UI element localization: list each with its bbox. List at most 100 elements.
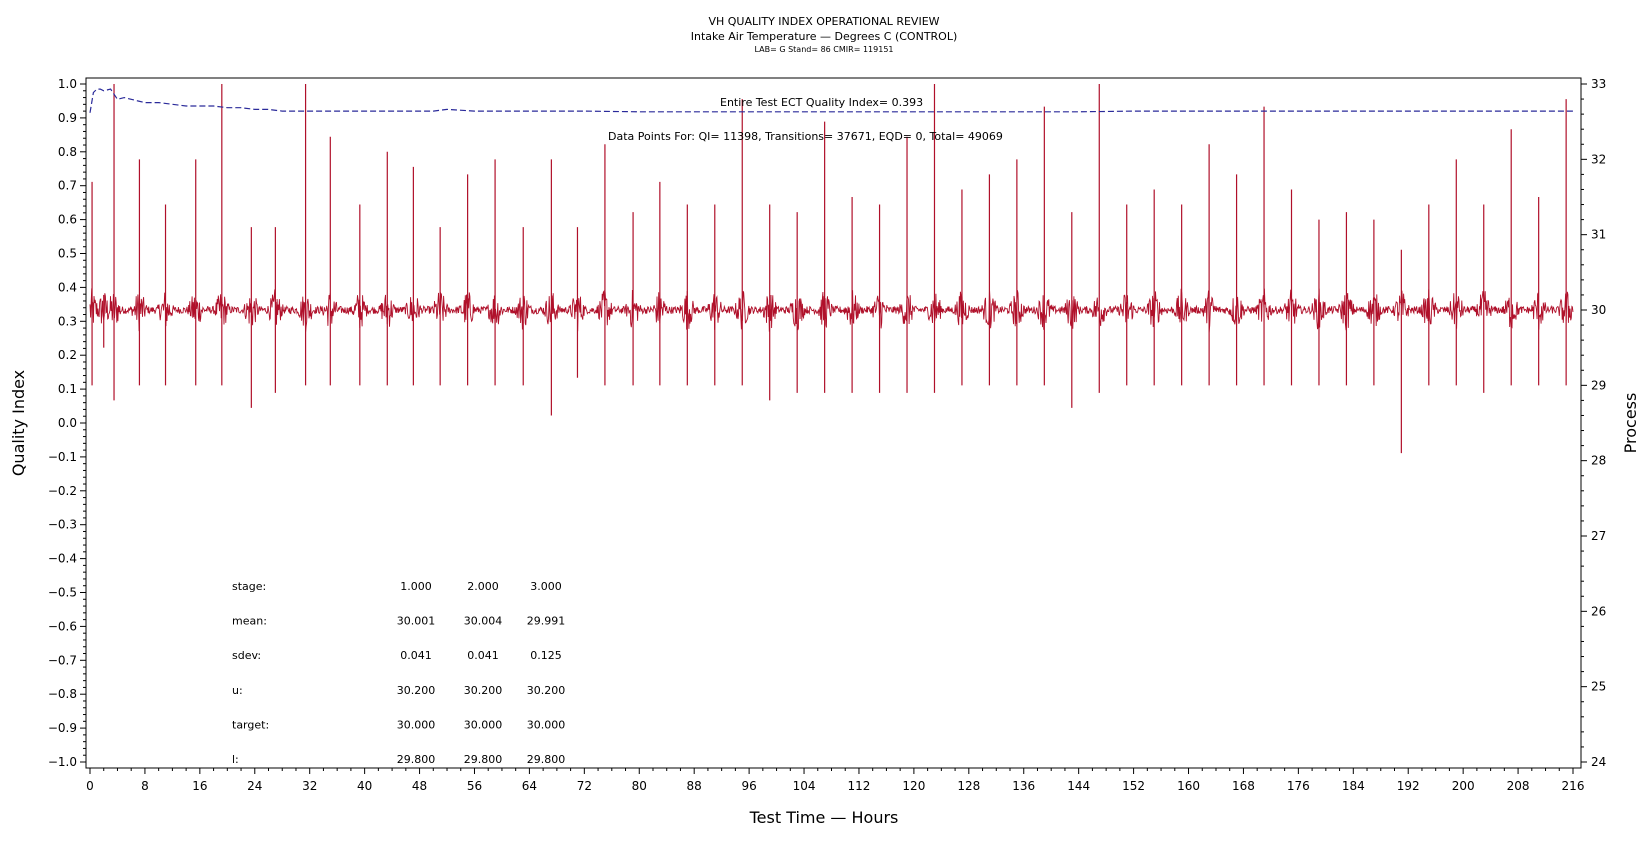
y-tick-label: 0.7	[58, 179, 77, 193]
y-tick-label: 0.9	[58, 111, 77, 125]
x-tick-label: 16	[192, 779, 207, 793]
x-axis: 0 8 16 24 32 40 48 56 64 72 80 88 96 104 112 120 128 136 1…	[86, 768, 1584, 793]
y-tick-label: 0.8	[58, 145, 77, 159]
x-tick-label: 168	[1232, 779, 1255, 793]
y-tick-label: 1.0	[58, 77, 77, 91]
y-tick-label: −1.0	[48, 755, 77, 769]
stats-row-label: target:	[232, 718, 269, 731]
stats-cell: 29.800	[397, 753, 436, 766]
stats-cell: 0.125	[530, 649, 562, 662]
x-axis-label: Test Time — Hours	[749, 808, 899, 827]
stats-cell: 30.200	[397, 684, 436, 697]
y-tick-label: −0.4	[48, 552, 77, 566]
x-tick-label: 96	[741, 779, 756, 793]
x-tick-label: 176	[1287, 779, 1310, 793]
y2-tick-label: 32	[1591, 152, 1606, 166]
y-tick-label: 0.6	[58, 213, 77, 227]
stats-row-label: mean:	[232, 615, 267, 628]
x-tick-label: 72	[577, 779, 592, 793]
y-tick-label: −0.9	[48, 721, 77, 735]
y2-tick-label: 33	[1591, 77, 1606, 91]
x-tick-label: 80	[632, 779, 647, 793]
stats-table: stage: 1.000 2.000 3.000 mean: 30.001 30.004 29…	[232, 580, 565, 766]
x-tick-label: 40	[357, 779, 372, 793]
y2-tick-label: 25	[1591, 680, 1606, 694]
stats-cell: 0.041	[400, 649, 432, 662]
x-tick-label: 88	[687, 779, 702, 793]
x-tick-label: 208	[1507, 779, 1530, 793]
y2-axis-label: Process	[1621, 393, 1640, 454]
x-tick-label: 184	[1342, 779, 1365, 793]
quality-index-line	[89, 88, 1573, 113]
y-axis-right: 33 32 31 30 29 28 27 26 25 24	[1581, 77, 1606, 769]
y-tick-label: −0.8	[48, 687, 77, 701]
y2-tick-label: 30	[1591, 303, 1606, 317]
x-tick-label: 136	[1012, 779, 1035, 793]
y2-tick-label: 29	[1591, 378, 1606, 392]
x-tick-label: 32	[302, 779, 317, 793]
x-tick-label: 56	[467, 779, 482, 793]
x-tick-label: 144	[1067, 779, 1090, 793]
chart-subtitle: Intake Air Temperature — Degrees C (CONT…	[691, 30, 958, 43]
x-tick-label: 128	[957, 779, 980, 793]
chart-title: VH QUALITY INDEX OPERATIONAL REVIEW	[708, 15, 939, 28]
x-tick-label: 104	[793, 779, 816, 793]
stats-cell: 30.001	[397, 615, 436, 628]
stats-cell: 0.041	[467, 649, 499, 662]
quality-index-series	[89, 88, 1573, 113]
y2-tick-label: 27	[1591, 529, 1606, 543]
x-tick-label: 152	[1122, 779, 1145, 793]
stats-cell: 30.000	[527, 718, 566, 731]
data-points-annotation: Data Points For: QI= 11398, Transitions=…	[608, 130, 1003, 143]
stats-row-label: stage:	[232, 580, 266, 593]
y-tick-label: −0.6	[48, 619, 77, 633]
x-tick-label: 0	[86, 779, 94, 793]
stats-cell: 1.000	[400, 580, 432, 593]
y-tick-label: 0.0	[58, 416, 77, 430]
stats-cell: 29.991	[527, 615, 566, 628]
x-tick-label: 160	[1177, 779, 1200, 793]
qi-annotation: Entire Test ECT Quality Index= 0.393	[720, 96, 923, 109]
x-tick-label: 8	[141, 779, 149, 793]
stats-row-label: sdev:	[232, 649, 261, 662]
stats-cell: 30.004	[464, 615, 503, 628]
x-tick-label: 48	[412, 779, 427, 793]
y-tick-label: 0.4	[58, 280, 77, 294]
y2-tick-label: 26	[1591, 604, 1606, 618]
stats-cell: 30.000	[397, 718, 436, 731]
x-tick-label: 216	[1562, 779, 1585, 793]
x-tick-label: 24	[247, 779, 262, 793]
y-tick-label: −0.2	[48, 484, 77, 498]
y-tick-label: −0.3	[48, 518, 77, 532]
stats-cell: 3.000	[530, 580, 562, 593]
process-series	[89, 84, 1574, 454]
chart-subtitle-lab: LAB= G Stand= 86 CMIR= 119151	[754, 45, 893, 54]
x-tick-label: 120	[902, 779, 925, 793]
x-tick-label: 64	[522, 779, 537, 793]
stats-cell: 30.000	[464, 718, 503, 731]
y-tick-label: 0.2	[58, 348, 77, 362]
y2-tick-label: 24	[1591, 755, 1606, 769]
plot-frame	[85, 77, 1582, 769]
x-tick-label: 192	[1397, 779, 1420, 793]
y-tick-label: −0.5	[48, 586, 77, 600]
y2-tick-label: 28	[1591, 454, 1606, 468]
x-tick-label: 112	[848, 779, 871, 793]
stats-row-label: l:	[232, 753, 239, 766]
y-axis-left: 1.0 0.9 0.8 0.7 0.6 0.5 0.4 0.3 0.2 0.1 0.0 −0.1 −0.…	[48, 77, 86, 769]
y-tick-label: 0.3	[58, 314, 77, 328]
y-tick-label: 0.1	[58, 382, 77, 396]
stats-cell: 29.800	[527, 753, 566, 766]
y-tick-label: 0.5	[58, 247, 77, 261]
y-tick-label: −0.1	[48, 450, 77, 464]
y-axis-label: Quality Index	[9, 370, 28, 476]
y2-tick-label: 31	[1591, 228, 1606, 242]
stats-cell: 30.200	[464, 684, 503, 697]
stats-cell: 2.000	[467, 580, 499, 593]
stats-row-label: u:	[232, 684, 243, 697]
stats-cell: 29.800	[464, 753, 503, 766]
process-noise-line	[89, 288, 1574, 333]
y-tick-label: −0.7	[48, 653, 77, 667]
stats-cell: 30.200	[527, 684, 566, 697]
